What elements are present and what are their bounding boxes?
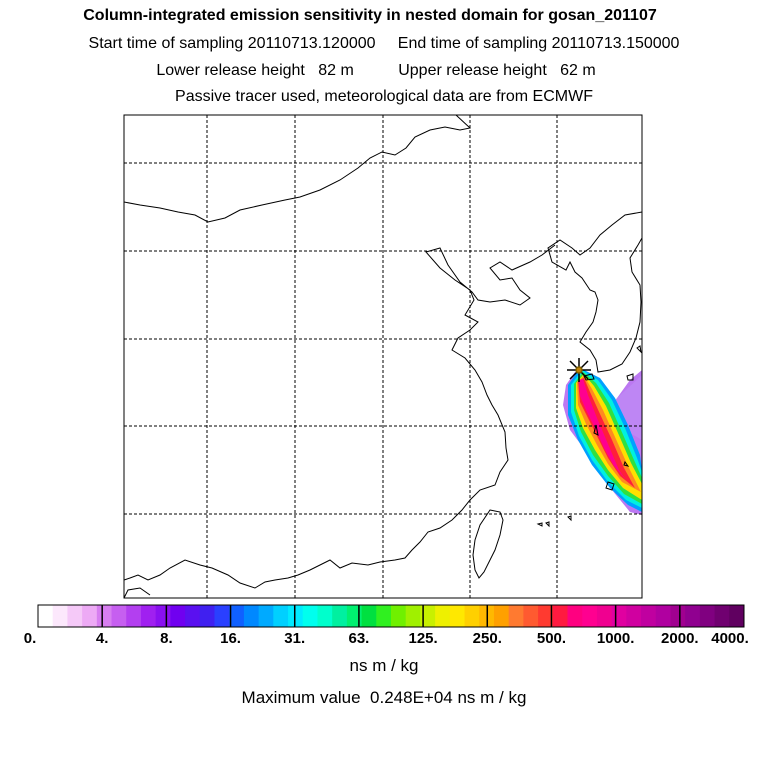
plume-core-magenta [579,379,626,480]
colorbar-swatch [229,605,245,627]
colorbar-swatch [405,605,421,627]
colorbar-swatch [67,605,83,627]
colorbar-swatch [523,605,539,627]
ryukyu-island-1 [605,481,615,491]
colorbar-swatch [552,605,568,627]
korea-border [547,211,642,373]
colorbar-swatch [420,605,436,627]
colorbar-swatch [567,605,583,627]
map-frame [123,114,643,599]
ryukyu-island-2 [593,424,599,436]
taiwan-coast [472,509,504,579]
colorbar-tick-label: 1000. [596,630,635,647]
coastline [124,115,642,598]
colorbar-swatch [464,605,480,627]
colorbar-units: ns m / kg [349,656,419,675]
colorbar-swatch [82,605,98,627]
release-height-line: Lower release height 82 m Upper release … [156,62,596,79]
colorbar-tick-label: 125. [408,630,438,647]
northern-border [124,115,472,223]
colorbar-swatch [655,605,671,627]
sampling-time-line: Start time of sampling 20110713.120000 E… [88,35,680,52]
colorbar-swatch [391,605,407,627]
colorbar-swatch [508,605,524,627]
colorbar-swatch [685,605,701,627]
colorbar-tick-label: 0. [23,630,37,647]
colorbar-frame [37,604,745,628]
colorbar-swatch [243,605,260,627]
colorbar-tick-label: 8. [160,630,173,647]
colorbar-swatch [346,605,363,627]
colorbar-tick-label: 31. [284,630,306,647]
colorbar-swatch [376,605,392,627]
colorbar-swatch [111,605,127,627]
colorbar-tick-label: 2000. [661,630,699,647]
colorbar [38,605,745,627]
colorbar-swatch [38,605,54,627]
colorbar-tick-label: 16. [220,630,241,647]
star-marker [567,358,591,382]
colorbar-tick-label: 63. [348,630,370,647]
colorbar-swatch [596,605,613,627]
small-island-6 [567,515,572,522]
colorbar-swatch [302,605,318,627]
colorbar-swatch [538,605,554,627]
plume-purple-halo [615,375,642,440]
colorbar-swatch [199,605,215,627]
grid-lines [124,115,642,598]
colorbar-swatch [611,605,627,627]
colorbar-tick-label: 4000. [711,630,749,647]
colorbar-swatch [435,605,451,627]
colorbar-swatch [361,605,377,627]
jeju-island [583,373,595,381]
small-island-1 [626,373,634,381]
colorbar-swatch [185,605,201,627]
colorbar-swatch [714,605,730,627]
colorbar-tick-label: 500. [536,630,567,647]
colorbar-swatch [449,605,466,627]
colorbar-tick-label: 4. [95,630,109,647]
plume-field [563,368,642,515]
colorbar-swatch [493,605,510,627]
colorbar-swatch [699,605,716,627]
colorbar-swatch [214,605,230,627]
colorbar-swatch [170,605,186,627]
colorbar-swatch [317,605,333,627]
tracer-info-line: Passive tracer used, meteorological data… [175,88,593,105]
colorbar-swatch [140,605,157,627]
plot-title: Column-integrated emission sensitivity i… [83,7,657,24]
colorbar-swatch [670,605,686,627]
colorbar-ticks [101,605,681,627]
colorbar-swatch [126,605,142,627]
colorbar-swatch [288,605,304,627]
colorbar-swatch [273,605,289,627]
colorbar-swatch [582,605,598,627]
colorbar-swatch [332,605,348,627]
colorbar-swatch [52,605,68,627]
china-coast [124,244,556,589]
plume-band-red [578,378,635,488]
small-island-4 [536,522,543,527]
small-island-5 [545,521,550,528]
max-value-label: Maximum value 0.248E+04 ns m / kg [241,688,527,707]
colorbar-swatch [626,605,642,627]
hainan-coast [124,587,151,598]
colorbar-swatch [258,605,274,627]
ryukyu-island-3 [623,460,630,467]
colorbar-swatch [155,605,171,627]
colorbar-swatch [641,605,657,627]
small-island-2 [636,345,642,354]
colorbar-tick-label: 250. [472,630,502,647]
colorbar-swatch [729,605,745,627]
colorbar-swatch [96,605,113,627]
